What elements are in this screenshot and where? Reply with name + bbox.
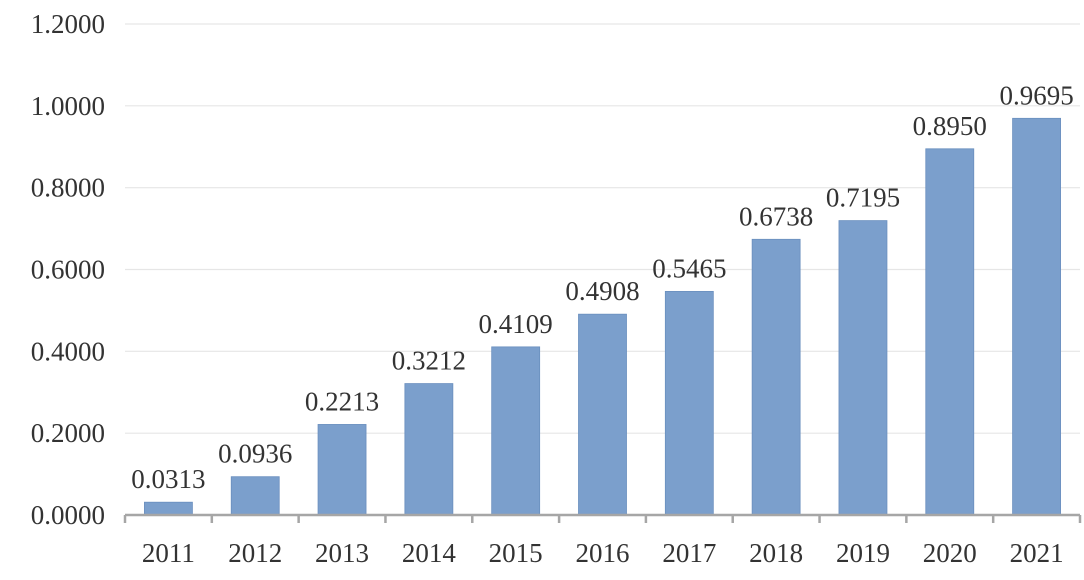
bar-2015 xyxy=(491,346,541,516)
data-label-2013: 0.2213 xyxy=(305,386,379,416)
bar-2020 xyxy=(925,148,975,516)
y-tick-label: 1.0000 xyxy=(31,91,105,121)
y-tick-label: 0.0000 xyxy=(31,500,105,530)
y-tick-label: 0.8000 xyxy=(31,173,105,203)
x-axis-tick-labels: 2011 2012 2013 2014 2015 2016 2017 2018 2019 2020… xyxy=(142,538,1064,568)
x-tick-label: 2016 xyxy=(576,538,630,568)
y-tick-label: 0.6000 xyxy=(31,255,105,285)
data-label-2017: 0.5465 xyxy=(652,253,726,283)
data-label-2021: 0.9695 xyxy=(999,80,1073,110)
x-tick-label: 2020 xyxy=(923,538,977,568)
x-axis xyxy=(123,513,1082,523)
x-tick-label: 2017 xyxy=(662,538,716,568)
x-tick-label: 2015 xyxy=(489,538,543,568)
x-tick-label: 2019 xyxy=(836,538,890,568)
x-tick-label: 2018 xyxy=(749,538,803,568)
data-label-2020: 0.8950 xyxy=(913,111,987,141)
x-tick-label: 2021 xyxy=(1010,538,1064,568)
data-label-2019: 0.7195 xyxy=(826,183,900,213)
bar-2012 xyxy=(230,476,280,516)
data-label-2015: 0.4109 xyxy=(479,309,553,339)
y-tick-label: 0.2000 xyxy=(31,418,105,448)
bar-2011 xyxy=(144,501,193,516)
data-label-2014: 0.3212 xyxy=(392,346,466,376)
x-tick-label: 2012 xyxy=(228,538,282,568)
bar-2017 xyxy=(664,290,714,516)
bars xyxy=(144,117,1061,516)
data-label-2011: 0.0313 xyxy=(131,464,205,494)
data-label-2012: 0.0936 xyxy=(218,439,292,469)
bar-2016 xyxy=(578,313,627,516)
data-labels: 0.0313 0.0936 0.2213 0.3212 0.4109 0.4908 0.54… xyxy=(131,80,1073,494)
y-axis-tick-labels: 0.0000 0.2000 0.4000 0.6000 0.8000 1.0000 1.20… xyxy=(31,9,105,530)
bar-2018 xyxy=(751,238,801,516)
x-tick-label: 2013 xyxy=(315,538,369,568)
y-tick-label: 0.4000 xyxy=(31,336,105,366)
data-label-2018: 0.6738 xyxy=(739,201,813,231)
bar-2014 xyxy=(404,383,454,516)
gridlines xyxy=(125,23,1080,434)
bar-2019 xyxy=(838,220,888,516)
bar-2013 xyxy=(317,424,367,516)
y-tick-label: 1.2000 xyxy=(31,9,105,39)
x-tick-label: 2011 xyxy=(142,538,195,568)
data-label-2016: 0.4908 xyxy=(565,276,639,306)
bar-2021 xyxy=(1012,117,1061,516)
x-tick-label: 2014 xyxy=(402,538,457,568)
